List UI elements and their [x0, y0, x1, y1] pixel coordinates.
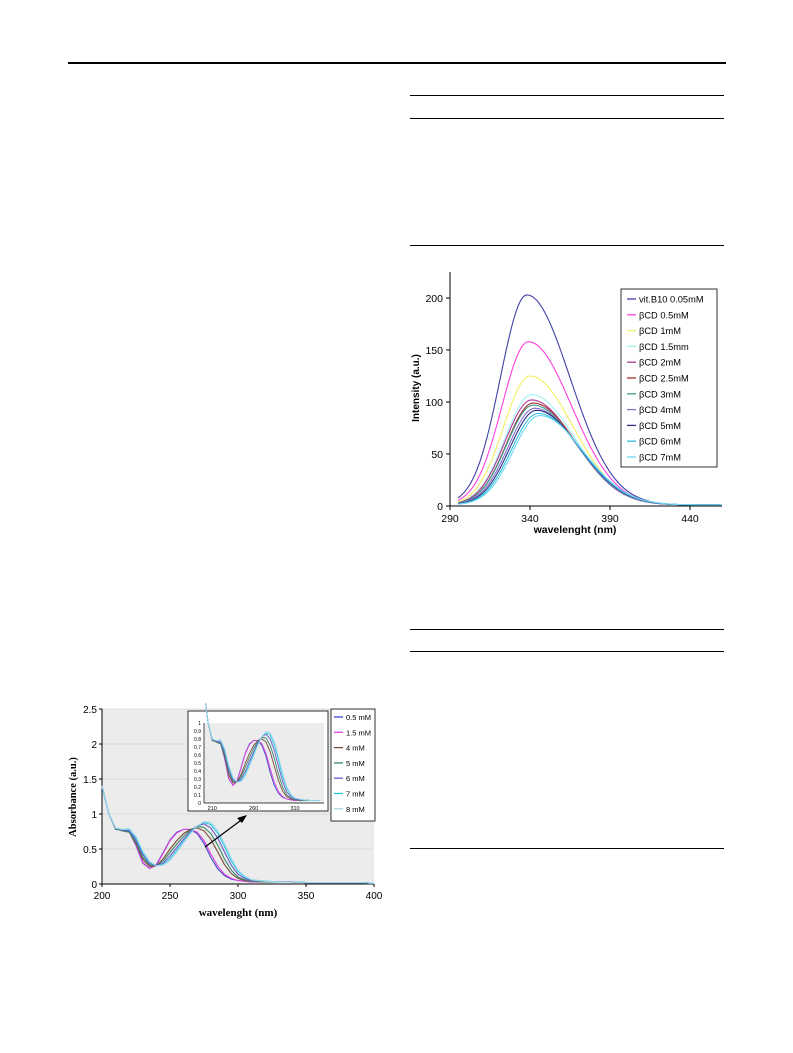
fl-ytick-label: 200: [425, 293, 443, 305]
fl-ytick-label: 50: [431, 449, 443, 461]
ab-shift-arrow-head: [237, 815, 247, 823]
ab-xtick-label: 400: [366, 891, 383, 902]
ab-inset-series-line-4: [205, 703, 320, 802]
table-rule-2-bottom: [410, 848, 724, 849]
ab-inset-ytick-label: 0.1: [194, 793, 201, 799]
ab-series-line-7: [101, 785, 375, 884]
ab-legend-label: 8 mM: [346, 805, 365, 814]
ab-inset-ytick-label: 0.9: [194, 729, 201, 735]
fl-legend-label: βCD 7mM: [639, 453, 681, 463]
ab-inset-ytick-label: 0.7: [194, 745, 201, 751]
fl-ytick-label: 100: [425, 397, 443, 409]
fl-ylabel: Intensity (a.u.): [411, 354, 422, 422]
fl-legend-label: βCD 5mM: [639, 421, 681, 431]
ab-inset-series-line-5: [205, 703, 320, 802]
ab-inset-ytick-label: 0.2: [194, 785, 201, 791]
table-rule-1-mid: [410, 118, 724, 119]
fl-xtick-label: 390: [601, 513, 619, 525]
ab-inset-plot: [204, 723, 324, 803]
ab-xtick-label: 350: [298, 891, 315, 902]
ab-ylabel: Absorbance (a.u.): [68, 757, 79, 837]
ab-ytick-label: 1: [91, 810, 97, 821]
ab-legend-label: 7 mM: [346, 790, 365, 799]
fl-legend-label: βCD 1mM: [639, 326, 681, 336]
ab-ytick-label: 1.5: [83, 775, 97, 786]
ab-legend-label: 5 mM: [346, 759, 365, 768]
fl-legend-label: βCD 3mM: [639, 389, 681, 399]
fl-xtick-label: 340: [521, 513, 539, 525]
ab-xlabel: wavelenght (nm): [199, 907, 278, 919]
ab-inset-ytick-label: 1: [198, 721, 201, 727]
ab-xtick-label: 300: [230, 891, 247, 902]
table-rule-2-mid: [410, 651, 724, 652]
ab-inset-ytick-label: 0: [198, 801, 201, 807]
fl-legend-label: βCD 2.5mM: [639, 374, 689, 384]
ab-xtick-label: 250: [162, 891, 179, 902]
ab-inset-ytick-label: 0.5: [194, 761, 201, 767]
fl-xtick-label: 440: [681, 513, 699, 525]
ab-inset-xtick-label: 210: [208, 806, 217, 812]
fl-xlabel: wavelenght (nm): [533, 524, 617, 536]
ab-inset-ytick-label: 0.4: [194, 769, 201, 775]
fl-ytick-label: 0: [437, 501, 443, 513]
table-rule-2-top: [410, 629, 724, 630]
fluorescence-chart: 0 50 100 150 200 290 340 390 440 Intensity (a.u…: [411, 272, 723, 536]
fl-legend-label: βCD 0.5mM: [639, 310, 689, 320]
fl-legend-label: βCD 6mM: [639, 437, 681, 447]
ab-inset-series-line-7: [205, 703, 320, 802]
ab-inset-xtick-label: 310: [290, 806, 299, 812]
ab-legend: [330, 708, 376, 822]
page-header-rule: [68, 62, 726, 64]
fl-series-line-11: [457, 414, 722, 506]
fl-legend-label: βCD 4mM: [639, 405, 681, 415]
ab-ytick-label: 2.5: [83, 705, 97, 716]
ab-ytick-label: 0: [91, 880, 97, 891]
absorbance-chart: 0 0.5 1 1.5 2 2.5 200 250 300 350 400 0 0.1 0.2 0.3 0…: [68, 703, 383, 919]
table-rule-1-bottom: [410, 245, 724, 246]
ab-inset-xtick-label: 260: [249, 806, 258, 812]
fl-legend-label: βCD 2mM: [639, 358, 681, 368]
fl-ytick-label: 150: [425, 345, 443, 357]
ab-shift-arrow: [204, 817, 245, 848]
table-rule-1-top: [410, 95, 724, 96]
ab-legend-label: 1.5 mM: [346, 728, 371, 737]
fl-legend: [620, 288, 718, 468]
ab-xtick-label: 200: [94, 891, 111, 902]
ab-legend-label: 6 mM: [346, 774, 365, 783]
fl-xtick-label: 290: [441, 513, 459, 525]
ab-legend-label: 4 mM: [346, 744, 365, 753]
ab-ytick-label: 2: [91, 740, 97, 751]
fl-legend-label: vit.B10 0.05mM: [639, 295, 704, 305]
fl-legend-label: βCD 1.5mm: [639, 342, 689, 352]
ab-legend-label: 0.5 mM: [346, 713, 371, 722]
ab-inset-ytick-label: 0.3: [194, 777, 201, 783]
ab-inset-ytick-label: 0.8: [194, 737, 201, 743]
ab-ytick-label: 0.5: [83, 845, 97, 856]
ab-inset-ytick-label: 0.6: [194, 753, 201, 759]
